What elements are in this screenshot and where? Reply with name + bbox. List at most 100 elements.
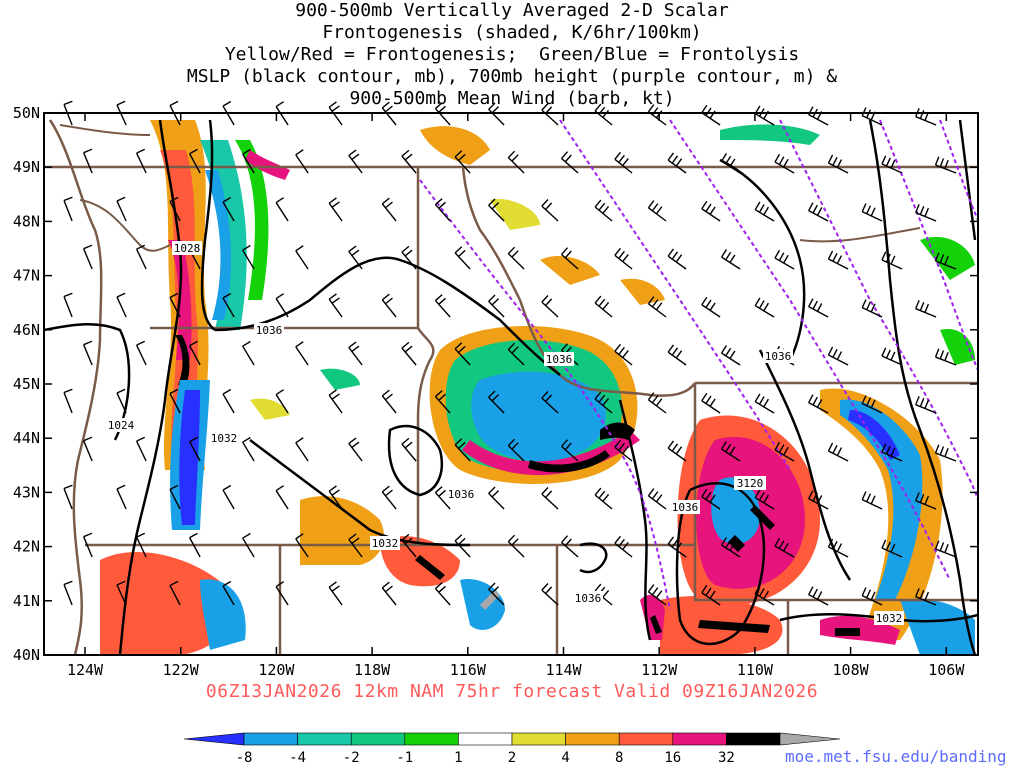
lon-label: 114W: [545, 661, 582, 679]
wind-barb: [667, 152, 687, 174]
wind-barb: [881, 155, 903, 174]
wind-barb: [116, 100, 127, 126]
wind-barb: [861, 587, 883, 606]
wind-barb: [808, 202, 829, 222]
wind-barb: [754, 105, 775, 126]
wind-barb: [135, 244, 147, 270]
colorbar-swatch: [618, 732, 674, 746]
wind-barb: [915, 300, 937, 318]
colorbar-swatch: [458, 732, 513, 746]
wind-barb: [434, 198, 451, 222]
wind-barb: [222, 292, 235, 318]
contour-label: 1024: [108, 419, 135, 432]
wind-barb: [701, 392, 721, 414]
wind-barb: [827, 538, 849, 558]
wind-barb: [401, 245, 417, 270]
wind-barb: [541, 583, 559, 606]
wind-barb: [295, 437, 309, 462]
wind-barb: [614, 151, 633, 174]
wind-barb: [827, 250, 849, 270]
wind-barb: [594, 199, 613, 222]
wind-barb: [189, 148, 201, 174]
lat-label: 49N: [13, 158, 40, 176]
wind-barb: [434, 390, 451, 414]
wind-barb: [169, 196, 181, 222]
wind-barb: [275, 197, 289, 222]
wind-barb: [275, 101, 289, 126]
wind-barb: [348, 341, 363, 366]
wind-barb: [242, 148, 255, 174]
contour-label: 1028: [174, 242, 201, 255]
colorbar-label: 8: [615, 750, 623, 766]
wind-barb: [647, 296, 667, 318]
lon-label: 124W: [67, 661, 104, 679]
wind-barb: [348, 437, 363, 462]
wind-barb: [169, 580, 181, 606]
wind-barb: [454, 438, 471, 462]
wind-barb: [808, 394, 829, 414]
title-line-5: 900-500mb Mean Wind (barb, kt): [349, 88, 675, 109]
wind-barb: [454, 246, 471, 270]
wind-barb: [541, 487, 559, 510]
wind-barb: [827, 346, 849, 366]
wind-barb: [861, 107, 883, 126]
wind-barb: [881, 347, 903, 366]
colorbar: -8 -4 -2 -1 1 2 4 8 16 32: [183, 732, 841, 766]
wind-barb: [507, 150, 525, 174]
wind-barb: [63, 292, 73, 318]
lat-label: 42N: [13, 538, 40, 556]
lon-label: 106W: [928, 661, 965, 679]
colorbar-swatch: [350, 732, 406, 746]
wind-barb: [135, 436, 147, 462]
colorbar-swatch: [565, 732, 620, 746]
wind-barb: [169, 100, 181, 126]
wind-barb: [915, 396, 937, 414]
wind-barb: [934, 444, 957, 462]
lat-label: 40N: [13, 646, 40, 664]
wind-barb: [401, 533, 417, 558]
colorbar-label: 32: [718, 750, 735, 766]
wind-barb: [488, 102, 505, 126]
contour-label: 1036: [448, 488, 475, 501]
wind-barb: [541, 199, 559, 222]
lat-label: 46N: [13, 321, 40, 339]
wind-barb: [222, 484, 235, 510]
colorbar-label: 16: [664, 750, 681, 766]
contour-label: 1036: [575, 592, 602, 605]
wind-barb: [827, 154, 849, 174]
wind-barb: [934, 348, 957, 366]
wind-barb: [701, 584, 721, 606]
wind-barb: [116, 388, 127, 414]
title-line-1: 900-500mb Vertically Averaged 2-D Scalar: [295, 0, 729, 21]
wind-barb: [507, 534, 525, 558]
wind-barb: [507, 342, 525, 366]
wind-barb: [82, 532, 93, 558]
lat-label: 41N: [13, 592, 40, 610]
wind-barb: [295, 149, 309, 174]
wind-barb: [488, 198, 505, 222]
wind-barb: [701, 200, 721, 222]
colorbar-label: 2: [508, 750, 516, 766]
wind-barbs: [63, 100, 957, 606]
wind-barb: [381, 485, 397, 510]
wind-barb: [434, 102, 451, 126]
wind-barb: [169, 388, 181, 414]
wind-barb: [63, 196, 73, 222]
wind-barb: [774, 153, 795, 174]
lon-label: 122W: [163, 661, 200, 679]
wind-barb: [275, 485, 289, 510]
wind-barb: [222, 100, 235, 126]
wind-barb: [135, 148, 147, 174]
wind-barb: [275, 293, 289, 318]
colorbar-swatch: [672, 732, 727, 746]
wind-barb: [808, 298, 829, 318]
lat-axis: 50N 49N 48N 47N 46N 45N 44N 43N 42N 41N 40N: [13, 104, 978, 664]
colorbar-arrow-right: [779, 732, 841, 746]
wind-barb: [401, 149, 417, 174]
wind-barb: [275, 581, 289, 606]
wind-barb: [242, 244, 255, 270]
source-credit: moe.met.fsu.edu/banding: [785, 747, 1007, 766]
colorbar-swatch: [297, 732, 352, 746]
wind-barb: [454, 534, 471, 558]
contour-label: 1032: [876, 612, 903, 625]
